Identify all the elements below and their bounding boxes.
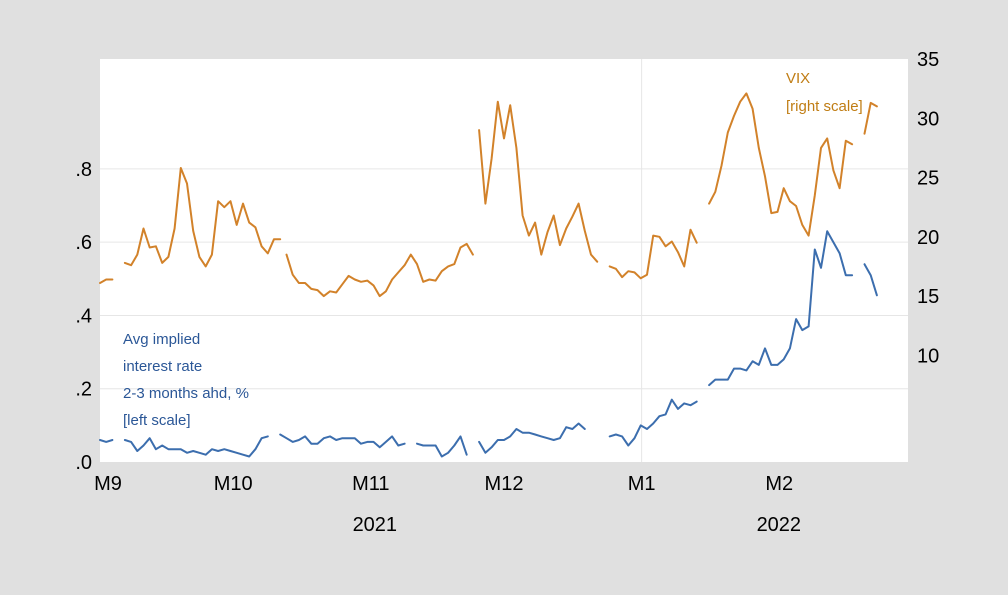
vix-series-line bbox=[608, 228, 698, 280]
vix-series-line bbox=[285, 242, 474, 298]
annotation-blue-line-2: interest rate bbox=[123, 358, 202, 375]
rate-series-line bbox=[478, 422, 586, 454]
annotation-blue-line-4: [left scale] bbox=[123, 412, 191, 429]
year-label: 2021 bbox=[353, 514, 398, 536]
rate-series-line bbox=[279, 433, 406, 449]
rate-series-line bbox=[416, 435, 468, 458]
x-tick-label: M9 bbox=[94, 473, 122, 495]
x-tick-label: M12 bbox=[485, 473, 524, 495]
right-tick-label: 10 bbox=[917, 345, 939, 367]
left-tick-label: .8 bbox=[75, 159, 92, 181]
vix-series-line bbox=[123, 167, 282, 268]
rate-series-line bbox=[708, 230, 854, 387]
vix-series-line bbox=[478, 100, 599, 263]
vix-series-line bbox=[863, 101, 878, 135]
annotation-orange-line-2: [right scale] bbox=[786, 98, 863, 115]
annotation-blue-line-3: 2-3 months ahd, % bbox=[123, 385, 249, 402]
right-tick-label: 35 bbox=[917, 49, 939, 71]
vix-series-line bbox=[99, 278, 114, 284]
tick-labels: .0 .2 .4 .6 .8 10 15 20 25 30 35 M9 M10 M11 M12 M1 M2 202… bbox=[75, 49, 939, 536]
left-tick-label: .6 bbox=[75, 232, 92, 254]
left-tick-label: .4 bbox=[75, 305, 92, 327]
year-label: 2022 bbox=[757, 514, 802, 536]
annotation-blue-line-1: Avg implied bbox=[123, 331, 200, 348]
rate-series-line bbox=[608, 398, 698, 447]
x-tick-label: M11 bbox=[352, 473, 389, 495]
gridlines bbox=[100, 59, 908, 462]
x-tick-label: M2 bbox=[765, 473, 793, 495]
right-tick-label: 30 bbox=[917, 108, 939, 130]
right-tick-label: 25 bbox=[917, 168, 939, 190]
rate-series-line bbox=[123, 435, 269, 458]
vix-series-line bbox=[708, 92, 854, 237]
series-group bbox=[99, 92, 878, 458]
right-tick-label: 15 bbox=[917, 286, 939, 308]
annotation-orange-line-1: VIX bbox=[786, 70, 810, 87]
rate-series-line bbox=[99, 439, 114, 443]
x-tick-label: M1 bbox=[628, 473, 656, 495]
left-tick-label: .0 bbox=[75, 452, 92, 474]
plot-area bbox=[100, 59, 908, 462]
left-tick-label: .2 bbox=[75, 379, 92, 401]
x-tick-label: M10 bbox=[214, 473, 253, 495]
right-tick-label: 20 bbox=[917, 227, 939, 249]
rate-series-line bbox=[863, 263, 878, 297]
